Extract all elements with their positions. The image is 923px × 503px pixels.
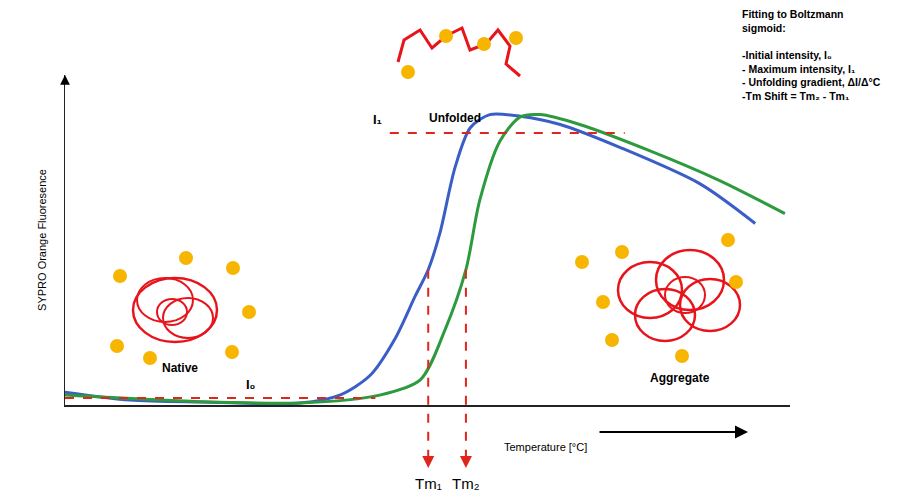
svg-text:Fitting to Boltzmannsigmoid:-I: Fitting to Boltzmannsigmoid:-Initial int… bbox=[742, 8, 881, 102]
svg-text:Tm₂: Tm₂ bbox=[452, 475, 480, 492]
svg-text:Tm₁: Tm₁ bbox=[415, 475, 442, 492]
svg-text:Aggregate: Aggregate bbox=[650, 371, 710, 385]
svg-text:Temperature [°C]: Temperature [°C] bbox=[504, 441, 587, 453]
svg-text:I₁: I₁ bbox=[373, 112, 382, 127]
svg-text:Unfolded: Unfolded bbox=[429, 111, 481, 125]
svg-text:SYPRO Orange Fluoresence: SYPRO Orange Fluoresence bbox=[36, 169, 48, 311]
svg-text:Native: Native bbox=[162, 361, 198, 375]
svg-text:I₀: I₀ bbox=[246, 377, 256, 392]
